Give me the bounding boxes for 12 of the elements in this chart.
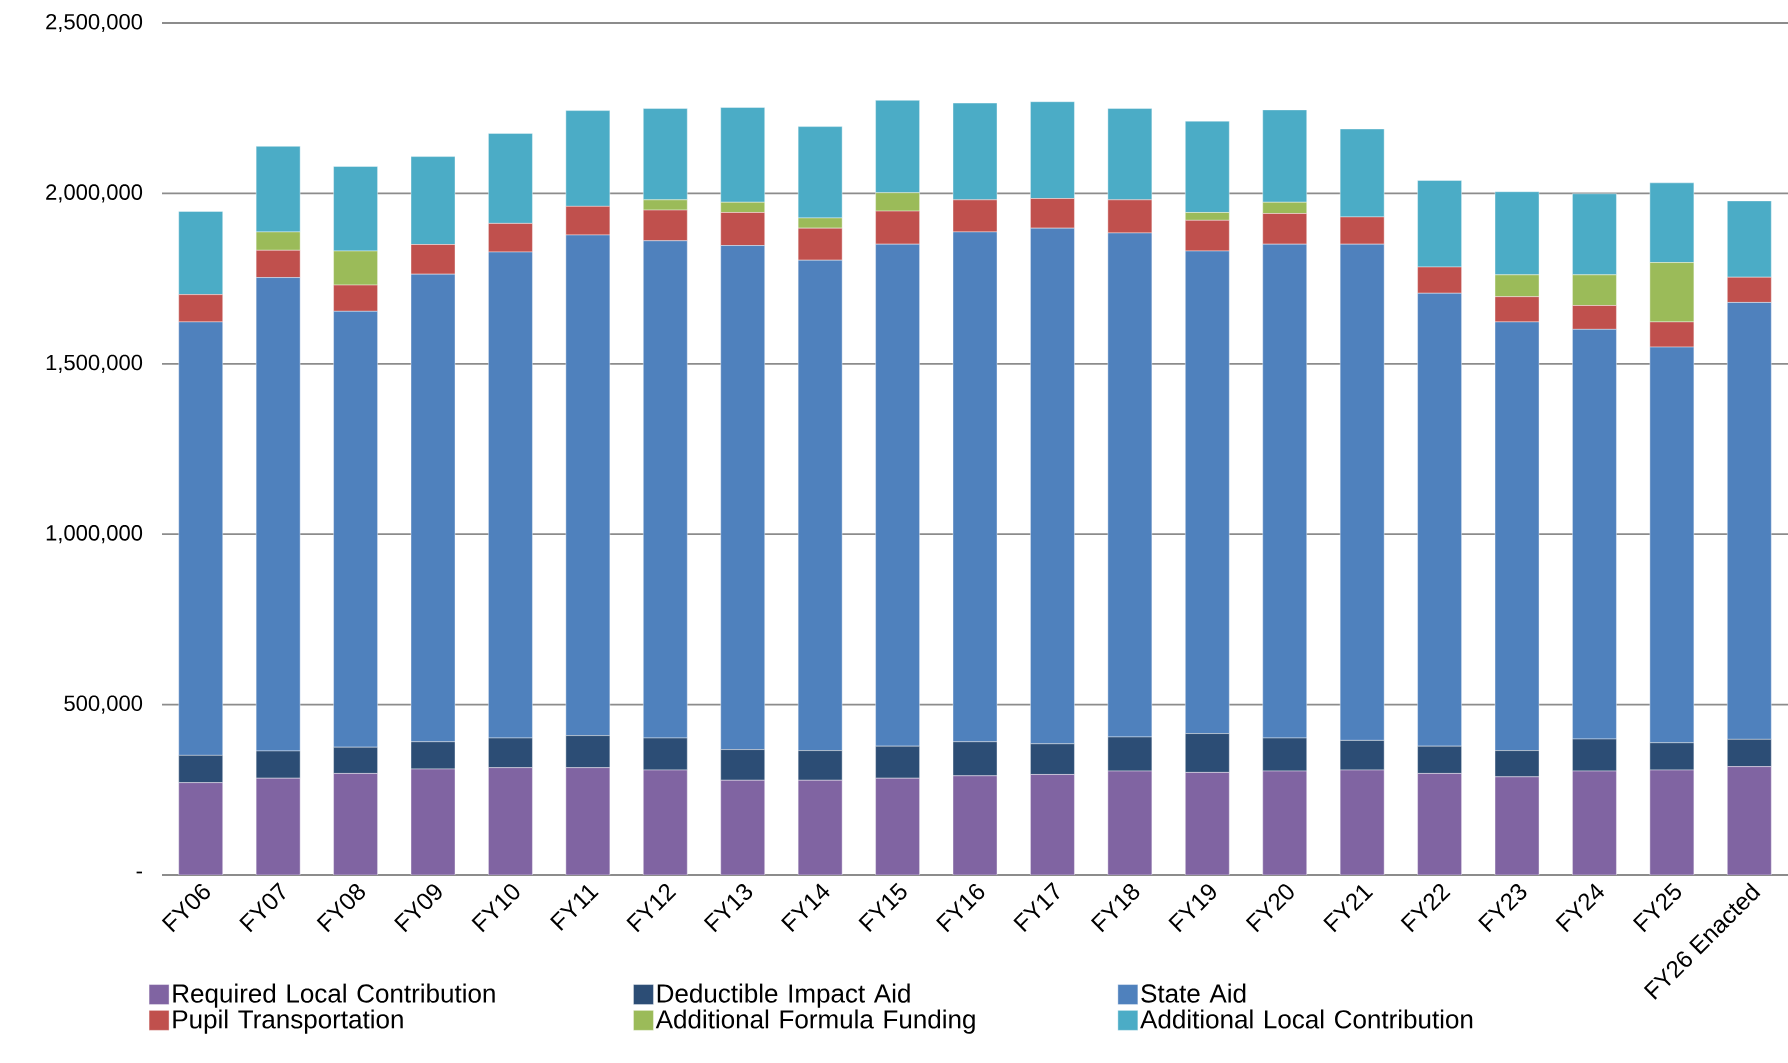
legend-label: Additional Formula Funding (655, 1009, 975, 1034)
legend-label: Pupil Transportation (173, 1009, 403, 1034)
y-tick-label: 1,000,000 (46, 525, 143, 544)
y-tick-label: 2,000,000 (46, 184, 143, 203)
legend-label: Required Local Contribution (173, 983, 495, 1008)
legend-label: Additional Local Contribution (1140, 1009, 1473, 1029)
legend-label: Deductible Impact Aid (657, 983, 910, 1008)
legend-label: State Aid (1141, 983, 1246, 1003)
y-tick-label: - (136, 871, 142, 874)
y-tick-label: 500,000 (64, 695, 143, 714)
y-tick-label: 1,500,000 (46, 354, 143, 373)
y-tick-label: 2,500,000 (46, 13, 143, 33)
